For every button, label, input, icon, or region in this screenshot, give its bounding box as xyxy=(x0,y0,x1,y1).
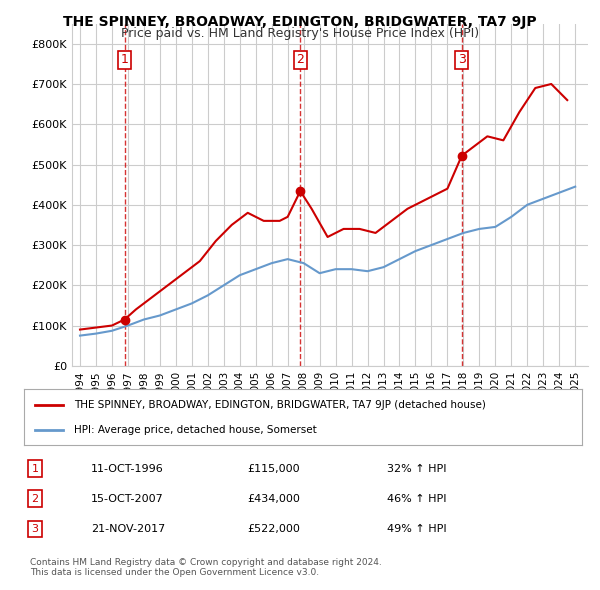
Text: THE SPINNEY, BROADWAY, EDINGTON, BRIDGWATER, TA7 9JP: THE SPINNEY, BROADWAY, EDINGTON, BRIDGWA… xyxy=(63,15,537,29)
Text: 1: 1 xyxy=(121,53,128,66)
Text: 21-NOV-2017: 21-NOV-2017 xyxy=(91,524,165,534)
Text: 11-OCT-1996: 11-OCT-1996 xyxy=(91,464,164,474)
Text: 15-OCT-2007: 15-OCT-2007 xyxy=(91,494,164,504)
Text: Contains HM Land Registry data © Crown copyright and database right 2024.
This d: Contains HM Land Registry data © Crown c… xyxy=(30,558,382,577)
Text: £522,000: £522,000 xyxy=(247,524,300,534)
Text: 3: 3 xyxy=(458,53,466,66)
Text: 1: 1 xyxy=(32,464,38,474)
Text: 32% ↑ HPI: 32% ↑ HPI xyxy=(387,464,446,474)
Text: £434,000: £434,000 xyxy=(247,494,300,504)
Text: THE SPINNEY, BROADWAY, EDINGTON, BRIDGWATER, TA7 9JP (detached house): THE SPINNEY, BROADWAY, EDINGTON, BRIDGWA… xyxy=(74,400,486,410)
Text: 3: 3 xyxy=(32,524,38,534)
Text: 2: 2 xyxy=(296,53,304,66)
Text: HPI: Average price, detached house, Somerset: HPI: Average price, detached house, Some… xyxy=(74,425,317,435)
Text: £115,000: £115,000 xyxy=(247,464,300,474)
Text: Price paid vs. HM Land Registry's House Price Index (HPI): Price paid vs. HM Land Registry's House … xyxy=(121,27,479,40)
Text: 49% ↑ HPI: 49% ↑ HPI xyxy=(387,524,446,534)
Text: 46% ↑ HPI: 46% ↑ HPI xyxy=(387,494,446,504)
Text: 2: 2 xyxy=(32,494,39,504)
